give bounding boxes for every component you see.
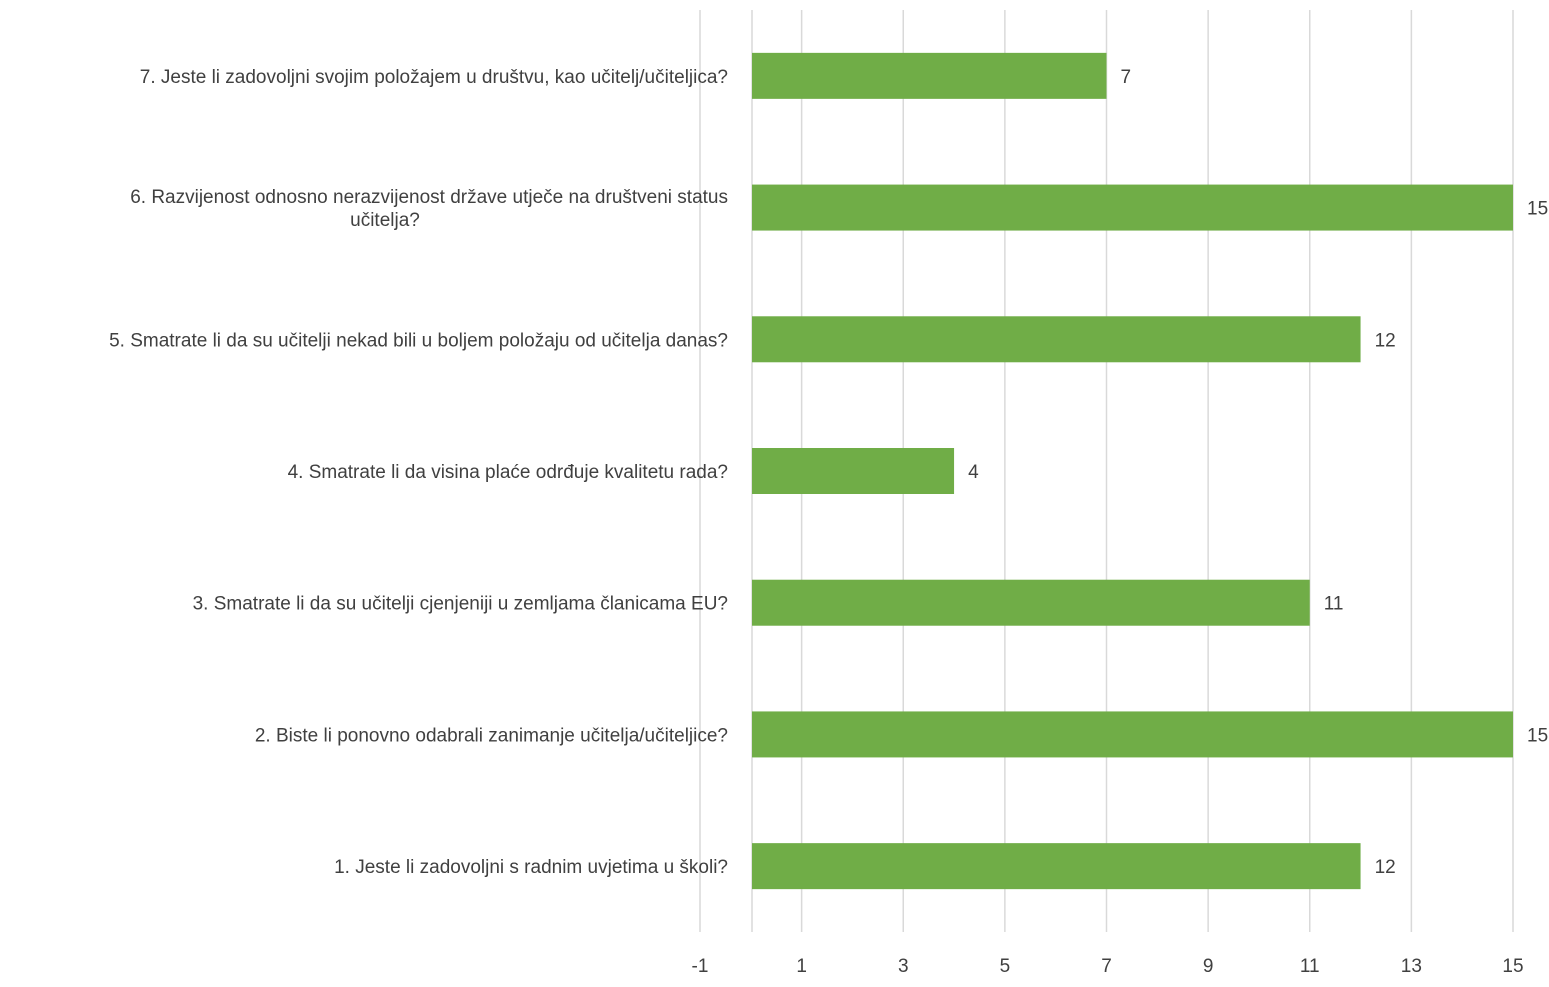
- data-label: 11: [1324, 594, 1344, 615]
- bar: [752, 579, 1310, 626]
- x-tick-label: 7: [1101, 956, 1112, 977]
- data-label: 15: [1527, 199, 1548, 220]
- bars: [752, 52, 1513, 890]
- bar: [752, 711, 1513, 758]
- category-label: 1. Jeste li zadovoljni s radnim uvjetima…: [334, 857, 728, 878]
- category-label: 5. Smatrate li da su učitelji nekad bili…: [109, 330, 728, 351]
- x-tick-label: 9: [1203, 956, 1214, 977]
- bar: [752, 184, 1513, 231]
- x-tick-label: 3: [898, 956, 909, 977]
- x-tick-label: 5: [1000, 956, 1011, 977]
- category-labels: 1. Jeste li zadovoljni s radnim uvjetima…: [109, 67, 728, 878]
- bar: [752, 316, 1361, 363]
- x-tick-label: 1: [796, 956, 807, 977]
- data-label: 12: [1375, 857, 1396, 878]
- category-label: 2. Biste li ponovno odabrali zanimanje u…: [255, 725, 728, 746]
- x-tick-label: 15: [1502, 956, 1523, 977]
- x-tick-label: 11: [1300, 956, 1320, 977]
- data-labels: 12 15 11 4 12 15 7: [968, 67, 1548, 878]
- category-label: 3. Smatrate li da su učitelji cjenjeniji…: [193, 594, 728, 615]
- data-label: 15: [1527, 725, 1548, 746]
- category-label-line: učitelja?: [350, 210, 420, 231]
- category-label-line: 6. Razvijenost odnosno nerazvijenost drž…: [130, 187, 728, 208]
- category-label: 6. Razvijenost odnosno nerazvijenost drž…: [130, 187, 728, 231]
- category-label: 4. Smatrate li da visina plaće odrđuje k…: [288, 462, 728, 483]
- data-label: 12: [1375, 330, 1396, 351]
- x-tick-label: -1: [692, 956, 709, 977]
- bar: [752, 843, 1361, 890]
- x-axis-tick-labels: -1 1 3 5 7 9 11 13 15: [692, 956, 1524, 977]
- gridlines: [699, 10, 1514, 932]
- data-label: 7: [1121, 67, 1132, 88]
- bar: [752, 52, 1107, 99]
- x-tick-label: 13: [1401, 956, 1422, 977]
- category-label: 7. Jeste li zadovoljni svojim položajem …: [140, 67, 728, 88]
- data-label: 4: [968, 462, 979, 483]
- bar: [752, 448, 955, 494]
